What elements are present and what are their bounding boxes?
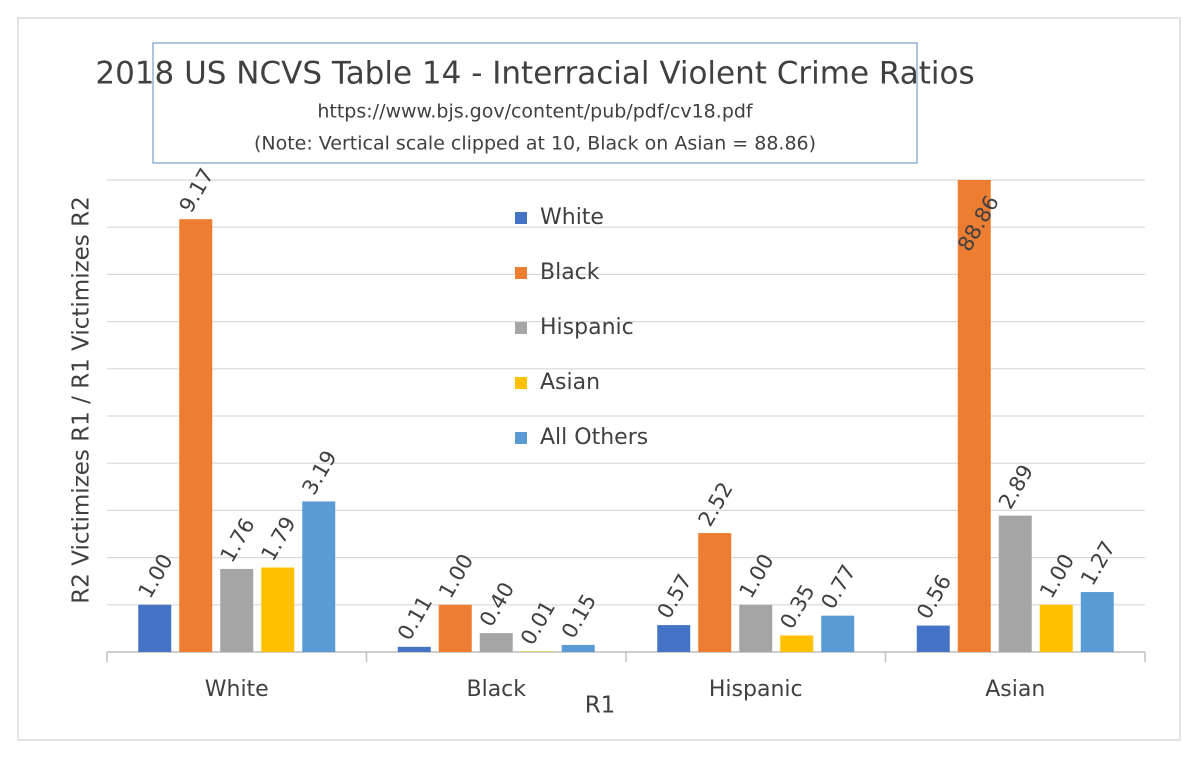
y-axis-label: R2 Victimizes R1 / R1 Victimizes R2 bbox=[69, 196, 95, 603]
legend-swatch bbox=[515, 377, 527, 389]
chart-note: (Note: Vertical scale clipped at 10, Bla… bbox=[254, 133, 816, 155]
bar bbox=[957, 180, 991, 652]
bar bbox=[179, 219, 213, 652]
legend-label: Hispanic bbox=[540, 315, 634, 340]
bar bbox=[657, 625, 691, 652]
bar bbox=[916, 625, 950, 652]
bar bbox=[302, 501, 336, 652]
legend-swatch bbox=[515, 432, 527, 444]
bars bbox=[138, 180, 1114, 652]
title-box bbox=[152, 42, 918, 164]
legend-label: Black bbox=[540, 260, 600, 285]
bar bbox=[138, 604, 172, 652]
bar bbox=[698, 533, 732, 652]
x-tick-label: Black bbox=[466, 677, 526, 702]
legend-swatch bbox=[515, 212, 527, 224]
legend-label: White bbox=[540, 205, 604, 230]
legend-label: All Others bbox=[540, 425, 648, 450]
bar bbox=[780, 635, 814, 652]
x-tick-label: Asian bbox=[985, 677, 1045, 702]
chart-title: 2018 US NCVS Table 14 - Interracial Viol… bbox=[95, 56, 974, 92]
bar bbox=[261, 567, 295, 652]
bar bbox=[1080, 592, 1114, 652]
bar bbox=[397, 646, 431, 652]
bar bbox=[438, 604, 472, 652]
bar bbox=[479, 633, 513, 652]
bar bbox=[220, 568, 254, 652]
x-axis-label: R1 bbox=[585, 693, 616, 719]
x-tick-label: White bbox=[205, 677, 269, 702]
chart-subtitle: https://www.bjs.gov/content/pub/pdf/cv18… bbox=[317, 101, 754, 123]
bar bbox=[821, 615, 855, 652]
bar bbox=[998, 515, 1032, 652]
bar bbox=[1039, 604, 1073, 652]
legend-swatch bbox=[515, 322, 527, 334]
bar bbox=[739, 604, 773, 652]
legend-label: Asian bbox=[540, 370, 600, 395]
x-tick-label: Hispanic bbox=[709, 677, 803, 702]
bar bbox=[561, 644, 595, 652]
legend-swatch bbox=[515, 267, 527, 279]
